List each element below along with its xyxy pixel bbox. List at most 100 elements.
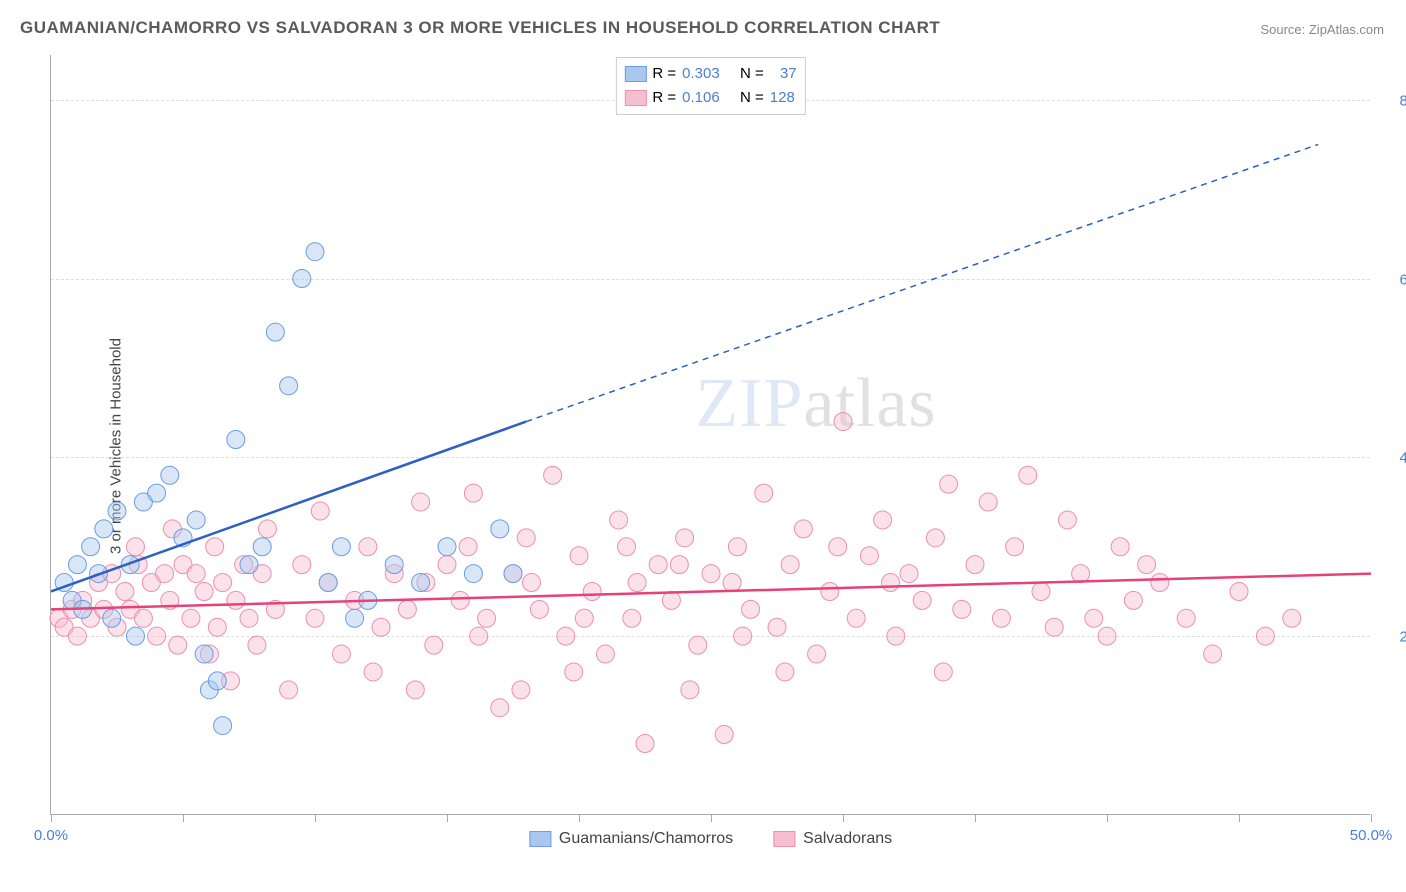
y-tick-label: 20.0% (1399, 629, 1406, 646)
correlation-chart: GUAMANIAN/CHAMORRO VS SALVADORAN 3 OR MO… (0, 0, 1406, 892)
chart-title: GUAMANIAN/CHAMORRO VS SALVADORAN 3 OR MO… (20, 18, 940, 38)
data-point (451, 591, 469, 609)
data-point (565, 663, 583, 681)
data-point (913, 591, 931, 609)
data-point (266, 323, 284, 341)
data-point (512, 681, 530, 699)
x-tick (183, 814, 184, 822)
data-point (156, 565, 174, 583)
source-label: Source: (1260, 22, 1308, 37)
legend-label-guamanian: Guamanians/Chamorros (559, 830, 733, 848)
data-point (148, 484, 166, 502)
data-point (860, 547, 878, 565)
data-point (1085, 609, 1103, 627)
data-point (280, 377, 298, 395)
data-point (821, 582, 839, 600)
data-point (776, 663, 794, 681)
data-point (332, 538, 350, 556)
data-point (103, 609, 121, 627)
data-point (126, 538, 144, 556)
data-point (240, 609, 258, 627)
data-point (491, 520, 509, 538)
x-tick (1239, 814, 1240, 822)
data-point (926, 529, 944, 547)
data-point (68, 556, 86, 574)
data-point (1151, 574, 1169, 592)
data-point (478, 609, 496, 627)
y-tick-label: 60.0% (1399, 271, 1406, 288)
data-point (755, 484, 773, 502)
data-point (182, 609, 200, 627)
data-point (596, 645, 614, 663)
data-point (161, 466, 179, 484)
data-point (1177, 609, 1195, 627)
data-point (557, 627, 575, 645)
data-point (689, 636, 707, 654)
data-point (134, 609, 152, 627)
data-point (504, 565, 522, 583)
source-link[interactable]: ZipAtlas.com (1309, 22, 1384, 37)
data-point (979, 493, 997, 511)
x-tick (843, 814, 844, 822)
data-point (900, 565, 918, 583)
data-point (208, 672, 226, 690)
x-tick (51, 814, 52, 822)
data-point (570, 547, 588, 565)
data-point (214, 574, 232, 592)
data-point (723, 574, 741, 592)
data-point (628, 574, 646, 592)
data-point (227, 430, 245, 448)
scatter-svg (51, 55, 1370, 814)
data-point (116, 582, 134, 600)
data-point (311, 502, 329, 520)
data-point (398, 600, 416, 618)
data-point (1072, 565, 1090, 583)
data-point (953, 600, 971, 618)
legend-item-salvadoran: Salvadorans (773, 830, 892, 848)
swatch-salvadoran-icon (773, 831, 795, 847)
data-point (934, 663, 952, 681)
data-point (258, 520, 276, 538)
data-point (491, 699, 509, 717)
data-point (829, 538, 847, 556)
data-point (742, 600, 760, 618)
data-point (470, 627, 488, 645)
data-point (834, 413, 852, 431)
data-point (636, 734, 654, 752)
data-point (874, 511, 892, 529)
x-tick (711, 814, 712, 822)
data-point (464, 565, 482, 583)
data-point (1138, 556, 1156, 574)
data-point (248, 636, 266, 654)
data-point (169, 636, 187, 654)
data-point (715, 726, 733, 744)
data-point (412, 493, 430, 511)
data-point (1032, 582, 1050, 600)
data-point (808, 645, 826, 663)
data-point (280, 681, 298, 699)
data-point (293, 270, 311, 288)
data-point (544, 466, 562, 484)
data-point (126, 627, 144, 645)
data-point (1058, 511, 1076, 529)
data-point (583, 582, 601, 600)
data-point (618, 538, 636, 556)
data-point (195, 582, 213, 600)
data-point (195, 645, 213, 663)
plot-area: 20.0%40.0%60.0%80.0% R = 0.303 N = 37 R … (50, 55, 1370, 815)
data-point (438, 538, 456, 556)
data-point (148, 627, 166, 645)
data-point (406, 681, 424, 699)
data-point (359, 538, 377, 556)
data-point (847, 609, 865, 627)
data-point (425, 636, 443, 654)
data-point (1019, 466, 1037, 484)
data-point (887, 627, 905, 645)
data-point (412, 574, 430, 592)
x-tick (315, 814, 316, 822)
data-point (108, 502, 126, 520)
x-tick (579, 814, 580, 822)
data-point (992, 609, 1010, 627)
x-tick (1107, 814, 1108, 822)
data-point (95, 520, 113, 538)
